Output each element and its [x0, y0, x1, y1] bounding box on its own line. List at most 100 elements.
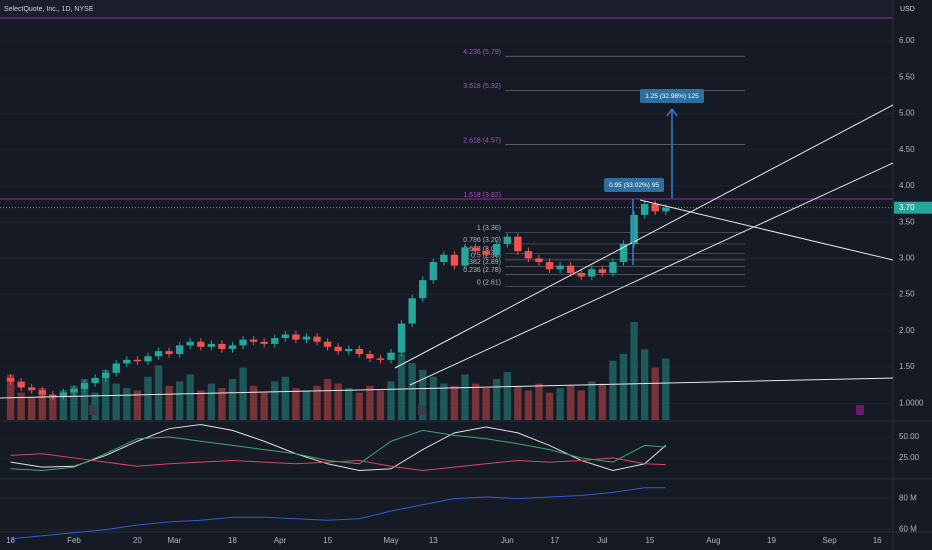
price-tag	[894, 201, 932, 214]
arrow-head	[666, 107, 678, 117]
candle-body	[186, 341, 194, 346]
volume-bar	[630, 322, 638, 420]
volume-bar	[218, 388, 226, 420]
trend-line	[639, 199, 894, 261]
volume-bar	[598, 383, 607, 420]
candle-body	[17, 381, 25, 388]
x-tick-label: Jun	[501, 536, 514, 545]
candle-body	[376, 358, 385, 360]
volume-bar	[154, 365, 163, 420]
volume-bar	[566, 385, 575, 420]
volume-bar	[207, 383, 216, 420]
x-tick-label: 15	[645, 536, 654, 545]
candle-body	[207, 343, 216, 347]
x-tick-label: 19	[767, 536, 776, 545]
volume-bar	[175, 381, 184, 420]
candle-body	[228, 345, 237, 349]
candle-body	[28, 387, 36, 391]
candle-body	[197, 341, 205, 347]
candle-body	[450, 254, 459, 266]
volume-bar	[302, 390, 311, 420]
candle-body	[91, 377, 99, 384]
x-tick-label: Mar	[167, 536, 181, 545]
volume-bar	[588, 381, 596, 420]
indicator-line	[10, 453, 666, 471]
volume-bar	[260, 392, 268, 420]
candle-body	[154, 351, 163, 357]
candle-body	[429, 262, 437, 281]
volume-bar	[49, 394, 57, 420]
y-tick-label: 2.00	[899, 326, 915, 335]
measure-box	[640, 89, 704, 103]
candle-body	[133, 359, 142, 362]
fib-label: 2.618 (4.57)	[463, 137, 501, 144]
candle-body	[471, 247, 480, 252]
volume-bar	[112, 383, 120, 420]
fib-label: 1.618 (3.82)	[463, 192, 501, 199]
candle-body	[440, 254, 448, 263]
volume-bar	[387, 381, 395, 420]
volume-bar	[28, 397, 36, 420]
volume-bar	[492, 378, 501, 420]
earnings-icon	[418, 405, 426, 415]
volume-bar	[271, 381, 279, 420]
candle-body	[6, 377, 15, 382]
plot: 1.0000 1.50 2.00 2.50 3.00 3.50 4.00 4.50 5.00 5.…	[0, 36, 932, 545]
volume-bar	[101, 369, 110, 420]
candle-body	[123, 359, 131, 364]
x-tick-label: 16	[873, 536, 882, 545]
candle-body	[419, 280, 427, 299]
candle-body	[302, 336, 311, 340]
earnings-icon	[89, 405, 97, 415]
candle-body	[503, 236, 511, 244]
candle-body	[588, 269, 596, 277]
volume-bar	[429, 376, 437, 420]
candle-body	[524, 251, 533, 259]
volume-bar	[450, 385, 459, 420]
candle-body	[59, 392, 68, 397]
indicator-line	[10, 487, 666, 540]
volume-bar	[197, 390, 205, 420]
volume-bar	[313, 385, 321, 420]
volume-bar	[281, 376, 290, 420]
candle-body	[640, 204, 649, 215]
candle-body	[545, 262, 554, 270]
volume-bar	[471, 383, 480, 420]
volume-bar	[397, 353, 406, 420]
candle-body	[334, 346, 342, 352]
fib-label: 1 (3.36)	[477, 225, 501, 232]
fib-label: 3.618 (5.32)	[463, 83, 501, 90]
indicator-line	[10, 424, 667, 471]
volume-bar	[334, 383, 342, 420]
volume-bar	[228, 378, 237, 420]
y-tick-label: 3.00	[899, 254, 915, 263]
volume-bar	[461, 374, 469, 420]
x-tick-label: 17	[550, 536, 559, 545]
volume-bar	[366, 385, 374, 420]
y-tick-label: 80 M	[899, 494, 917, 503]
earnings-icon	[856, 405, 864, 415]
candle-body	[651, 204, 659, 212]
x-tick-label: 15	[323, 536, 332, 545]
y-tick-label: 1.50	[899, 362, 915, 371]
fib-label: 0 (2.61)	[477, 280, 501, 287]
volume-bar	[133, 390, 142, 420]
y-tick-label: 60 M	[899, 525, 917, 534]
volume-bar	[249, 385, 258, 420]
measure-label: 0.95 (33.02%) 95	[609, 182, 659, 189]
y-tick-label: 4.00	[899, 181, 915, 190]
volume-bar	[292, 388, 300, 420]
candle-body	[630, 214, 638, 244]
volume-bar	[38, 388, 46, 420]
candle-body	[556, 265, 564, 270]
candle-body	[49, 394, 57, 397]
volume-bar	[619, 353, 628, 420]
fib-label: 0.236 (2.78)	[463, 267, 501, 274]
candle-body	[609, 262, 617, 273]
y-tick-label: 6.00	[899, 36, 915, 45]
volume-bar	[70, 385, 78, 420]
measure-box	[604, 178, 664, 192]
candle-body	[598, 269, 607, 273]
fib-label: 4.236 (5.79)	[463, 49, 501, 56]
